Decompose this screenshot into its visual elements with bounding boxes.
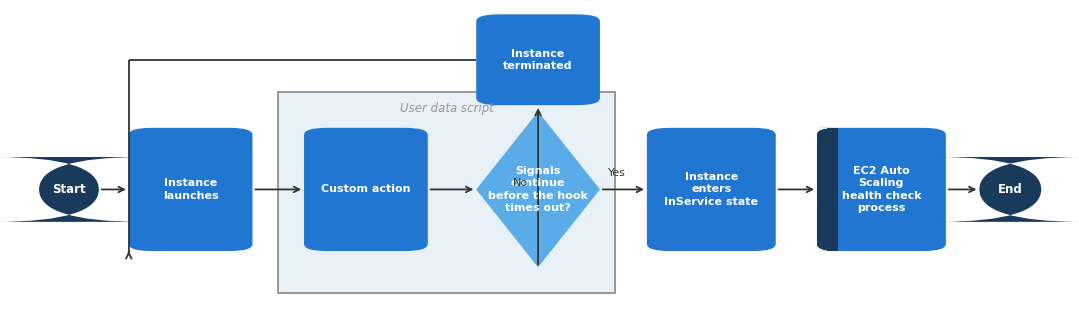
FancyBboxPatch shape	[476, 14, 600, 105]
FancyBboxPatch shape	[938, 157, 1079, 222]
Text: End: End	[998, 183, 1023, 196]
Text: Custom action: Custom action	[322, 184, 411, 195]
Text: No: No	[513, 178, 528, 188]
Polygon shape	[476, 112, 600, 267]
Text: Start: Start	[52, 183, 85, 196]
FancyBboxPatch shape	[828, 128, 837, 251]
Text: Instance
enters
InService state: Instance enters InService state	[665, 172, 759, 207]
Text: Signals
continue
before the hook
times out?: Signals continue before the hook times o…	[488, 166, 588, 213]
FancyBboxPatch shape	[278, 92, 615, 293]
FancyBboxPatch shape	[646, 128, 776, 251]
FancyBboxPatch shape	[304, 128, 427, 251]
Text: EC2 Auto
Scaling
health check
process: EC2 Auto Scaling health check process	[842, 166, 921, 213]
FancyBboxPatch shape	[817, 128, 946, 251]
Text: User data script: User data script	[400, 102, 494, 115]
FancyBboxPatch shape	[0, 157, 142, 222]
Text: Instance
launches: Instance launches	[163, 178, 218, 201]
Text: Instance
terminated: Instance terminated	[503, 48, 573, 71]
Text: Yes: Yes	[609, 168, 626, 178]
FancyBboxPatch shape	[128, 128, 252, 251]
FancyBboxPatch shape	[817, 128, 837, 251]
